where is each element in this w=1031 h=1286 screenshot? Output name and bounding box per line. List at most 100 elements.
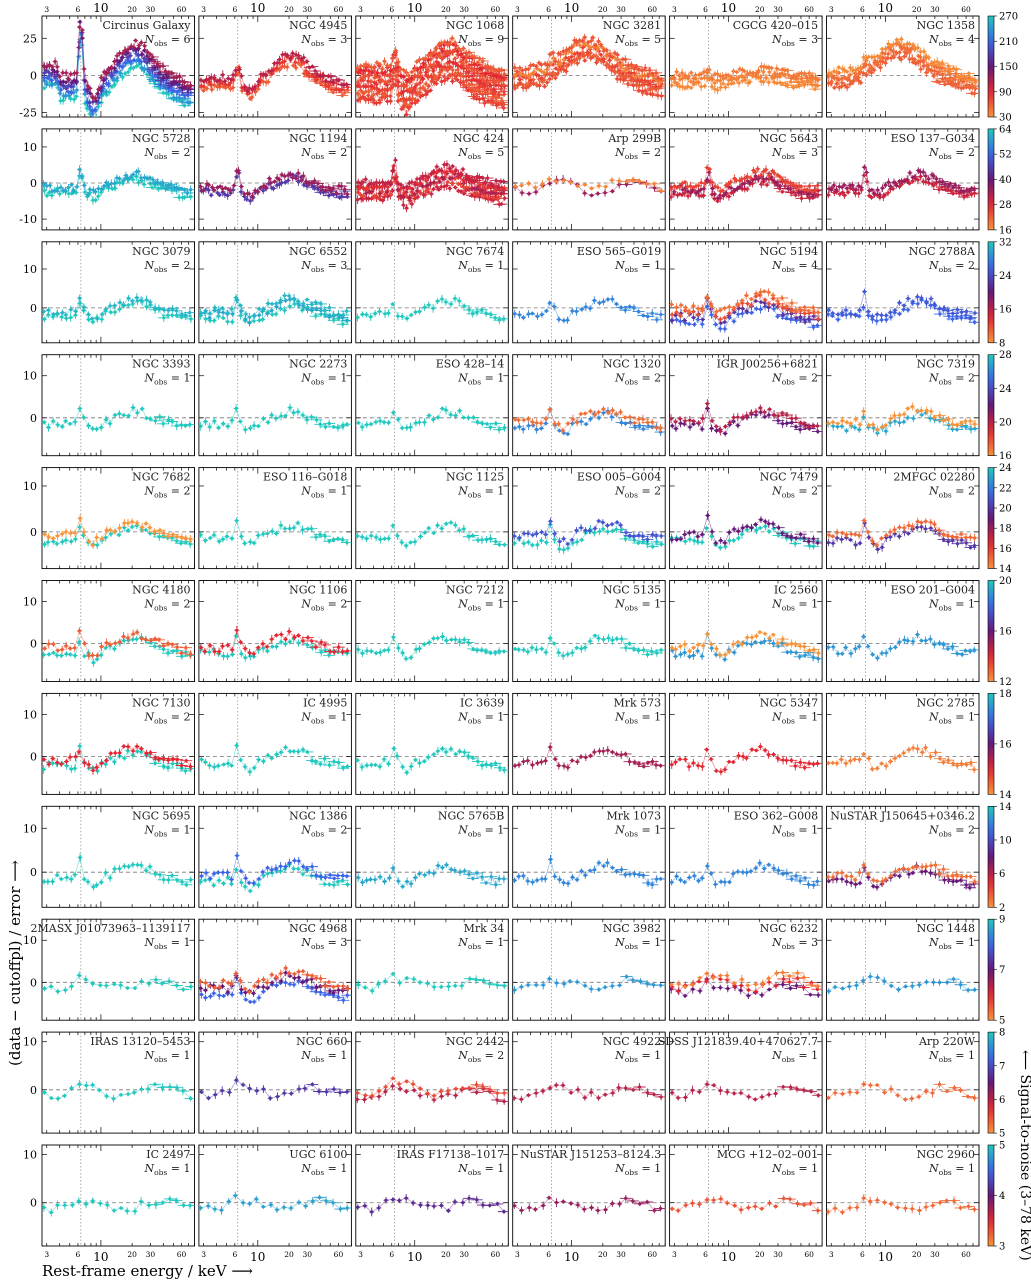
data-point — [394, 48, 398, 53]
data-point — [359, 64, 363, 68]
data-point — [848, 79, 852, 83]
data-point — [210, 88, 214, 92]
data-point — [132, 45, 136, 49]
data-point — [602, 57, 606, 61]
data-point — [418, 71, 422, 75]
panel-data — [669, 61, 823, 95]
data-point — [831, 75, 836, 80]
data-point — [358, 68, 363, 72]
data-point — [883, 61, 888, 65]
data-point — [680, 84, 684, 89]
x-tick-label: 10 — [721, 1, 736, 15]
data-point — [748, 71, 752, 75]
data-point — [623, 57, 627, 61]
data-point — [574, 40, 579, 44]
data-point — [683, 86, 687, 90]
x-tick-label: 10 — [93, 1, 108, 15]
data-point — [126, 51, 130, 55]
data-point — [586, 40, 590, 44]
data-point — [973, 87, 978, 91]
data-point — [72, 97, 76, 101]
data-point — [302, 61, 306, 65]
data-point — [415, 83, 419, 87]
data-point — [413, 90, 417, 94]
data-point — [189, 83, 193, 88]
data-point — [840, 81, 844, 85]
panel-nobs: Nobs = 3 — [771, 33, 818, 48]
data-point — [321, 80, 325, 84]
data-point — [224, 86, 228, 90]
data-point — [182, 80, 187, 84]
data-point — [451, 50, 455, 54]
panel-nobs: Nobs = 3 — [300, 33, 347, 48]
data-point — [385, 83, 389, 87]
data-point — [402, 84, 407, 89]
panel-title: Circinus Galaxy — [102, 19, 191, 32]
panel-nobs: Nobs = 9 — [457, 33, 504, 48]
data-point — [564, 69, 568, 73]
data-point — [656, 93, 660, 98]
data-point — [199, 78, 203, 82]
panel-frame — [355, 15, 509, 118]
x-tick-label: 6 — [860, 5, 865, 14]
data-point — [426, 53, 430, 57]
data-point — [359, 88, 363, 93]
data-point — [615, 77, 619, 81]
data-point — [367, 64, 371, 68]
data-point — [622, 78, 626, 82]
data-point — [683, 73, 687, 77]
data-point — [778, 75, 782, 79]
data-point — [686, 84, 690, 88]
data-point — [599, 53, 603, 57]
data-point — [726, 82, 730, 86]
data-point — [264, 73, 268, 78]
data-point — [859, 81, 863, 85]
panel-data — [42, 19, 195, 117]
data-point — [370, 71, 374, 75]
data-point — [438, 64, 442, 68]
data-point — [136, 53, 141, 57]
data-point — [102, 91, 106, 95]
data-point — [415, 60, 419, 64]
data-point — [256, 79, 261, 84]
data-point — [386, 79, 390, 83]
data-point — [494, 69, 498, 73]
data-point — [367, 73, 371, 77]
data-point — [275, 66, 279, 70]
data-point — [389, 86, 393, 90]
data-point — [115, 54, 119, 58]
data-point — [182, 104, 187, 108]
data-point — [366, 93, 370, 97]
data-point — [413, 74, 417, 78]
data-point — [189, 91, 193, 95]
data-point — [42, 71, 47, 75]
data-point — [672, 75, 676, 80]
x-tick-label: 6 — [232, 5, 237, 14]
data-point — [589, 51, 593, 55]
data-point — [396, 73, 400, 77]
data-point — [539, 63, 543, 67]
data-point — [937, 80, 941, 84]
data-point — [375, 61, 379, 65]
data-point — [285, 65, 289, 69]
x-tick-label: 3 — [829, 5, 834, 14]
data-point — [123, 61, 127, 65]
data-point — [134, 38, 138, 43]
data-point — [404, 102, 408, 106]
x-tick-label: 30 — [773, 5, 783, 14]
data-point — [367, 69, 371, 73]
data-point — [740, 74, 744, 78]
data-point — [112, 78, 116, 82]
data-point — [604, 54, 609, 58]
data-point — [64, 86, 68, 91]
data-point — [428, 88, 433, 93]
data-point — [417, 58, 422, 62]
data-point — [247, 91, 251, 95]
y-tick-label: 25 — [23, 32, 37, 45]
data-point — [721, 82, 725, 86]
data-point — [884, 57, 888, 61]
data-point — [366, 79, 370, 83]
data-point — [430, 79, 434, 83]
data-point — [464, 71, 468, 75]
data-point — [83, 79, 87, 83]
